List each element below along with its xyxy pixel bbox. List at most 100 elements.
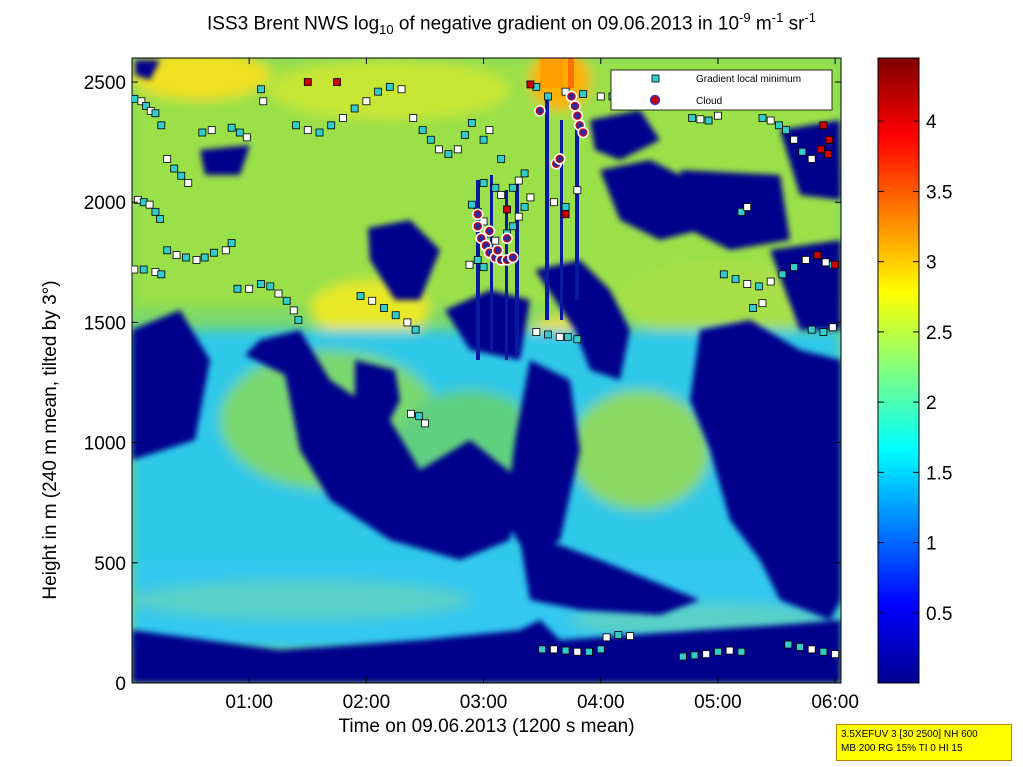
gradient-minimum-marker (315, 128, 324, 137)
gradient-minimum-marker (380, 304, 388, 312)
cloud-marker-core (509, 254, 516, 261)
gradient-minimum-marker (257, 85, 265, 94)
colorbar-tick-label: 3.5 (926, 182, 952, 203)
colorbar-tick-label: 2.5 (926, 323, 952, 344)
gradient-minimum-marker (266, 282, 275, 291)
gradient-minimum-marker-red (813, 251, 822, 260)
gradient-minimum-marker (596, 645, 605, 654)
y-axis: 0 500 1000 1500 2000 2500 (84, 73, 841, 695)
gradient-minimum-marker (473, 256, 482, 264)
legend: Gradient local minimum Cloud (610, 69, 833, 111)
gradient-minimum-marker (491, 183, 500, 192)
colorbar-tick-label: 1 (926, 534, 937, 555)
gradient-minimum-marker (538, 645, 547, 654)
gradient-minimum-marker (508, 183, 517, 192)
gradient-minimum-marker (415, 412, 424, 421)
gradient-minimum-marker (157, 121, 166, 130)
gradient-minimum-marker (170, 164, 179, 173)
legend-label-gradient: Gradient local minimum (696, 74, 801, 85)
gradient-minimum-marker (549, 645, 558, 654)
plot-frame (131, 57, 842, 684)
gradient-minimum-marker (479, 263, 488, 272)
gradient-minimum-marker (397, 85, 406, 94)
gradient-minimum-marker (467, 200, 476, 209)
gradient-minimum-marker (602, 633, 611, 642)
colorbar-tick-label: 2 (926, 393, 937, 414)
gradient-minimum-marker (421, 419, 429, 428)
gradient-minimum-marker (614, 631, 623, 639)
gradient-minimum-marker-red (333, 78, 341, 86)
gradient-minimum-marker (514, 212, 523, 221)
gradient-minimum-marker-red (825, 135, 834, 144)
cloud-marker-core (474, 223, 481, 230)
gradient-minimum-marker (465, 260, 474, 269)
gradient-minimum-marker (192, 256, 201, 264)
gradient-minimum-marker (467, 119, 476, 127)
gradient-minimum-marker (274, 289, 283, 298)
gradient-minimum-marker (532, 328, 541, 336)
cloud-marker-core (556, 155, 563, 162)
gradient-minimum-marker (508, 222, 517, 231)
info-line-2: MB 200 RG 15% TI 0 HI 15 (841, 743, 963, 754)
gradient-minimum-marker (137, 97, 146, 106)
gradient-minimum-marker (520, 169, 529, 178)
marker-layer (132, 78, 840, 661)
x-axis: 01:00 02:00 03:00 04:00 05:00 06:00 (225, 58, 859, 713)
cloud-marker-core (571, 103, 578, 110)
gradient-minimum-marker (139, 265, 148, 274)
gradient-minimum-marker (704, 116, 713, 125)
gradient-minimum-marker (796, 643, 804, 651)
gradient-minimum-marker (362, 97, 371, 106)
gradient-minimum-marker-red (561, 210, 570, 219)
gradient-minimum-marker (555, 332, 564, 341)
chart-title: ISS3 Brent NWS log10 of negative gradien… (207, 10, 816, 38)
gradient-minimum-marker (403, 318, 412, 327)
gradient-minimum-marker (177, 171, 186, 180)
gradient-minimum-marker (696, 115, 705, 124)
gradient-minimum-marker (409, 114, 418, 122)
gradient-minimum-marker (819, 328, 828, 336)
cloud-marker-core (482, 242, 489, 249)
colorbar-tick-label: 0.5 (926, 604, 952, 625)
gradient-minimum-marker (714, 111, 722, 120)
gradient-minimum-marker (132, 265, 139, 274)
gradient-minimum-marker (282, 296, 291, 305)
gradient-minimum-marker (172, 251, 181, 260)
gradient-minimum-marker (233, 284, 242, 293)
legend-label-cloud: Cloud (696, 96, 722, 107)
gradient-minimum-marker (585, 647, 593, 656)
gradient-minimum-marker-red (526, 80, 535, 89)
gradient-minimum-marker (758, 299, 767, 308)
gradient-minimum-marker (235, 128, 244, 137)
gradient-minimum-marker (198, 128, 207, 137)
gradient-minimum-marker (737, 207, 746, 216)
y-tick-label: 0 (115, 674, 126, 695)
y-axis-label: Height in m (240 m mean, tilted by 3°) (40, 280, 61, 600)
gradient-minimum-marker (790, 135, 799, 144)
gradient-minimum-marker (737, 647, 746, 656)
gradient-minimum-marker-red (831, 260, 840, 269)
gradient-minimum-marker (356, 292, 365, 300)
gradient-minimum-marker (385, 82, 394, 91)
gradient-minimum-marker (526, 193, 535, 202)
gradient-minimum-marker (579, 90, 588, 98)
gradient-minimum-marker (766, 277, 775, 286)
gradient-minimum-marker (391, 311, 400, 320)
gradient-minimum-marker (755, 282, 763, 291)
gradient-minimum-marker (801, 256, 810, 264)
x-tick-label: 01:00 (225, 692, 273, 713)
gradient-minimum-marker (514, 176, 523, 185)
gradient-minimum-marker (798, 147, 807, 156)
legend-marker-square (651, 74, 660, 83)
gradient-minimum-marker (145, 200, 154, 209)
gradient-minimum-marker (485, 126, 494, 135)
gradient-minimum-marker (520, 203, 529, 211)
gradient-minimum-marker (790, 263, 799, 272)
gradient-minimum-marker (743, 203, 752, 211)
gradient-minimum-marker (497, 191, 506, 199)
gradient-minimum-marker (573, 335, 582, 344)
gradient-minimum-marker (807, 325, 816, 334)
gradient-minimum-marker (418, 126, 427, 135)
cloud-marker-core (536, 107, 543, 114)
x-tick-label: 06:00 (811, 692, 859, 713)
